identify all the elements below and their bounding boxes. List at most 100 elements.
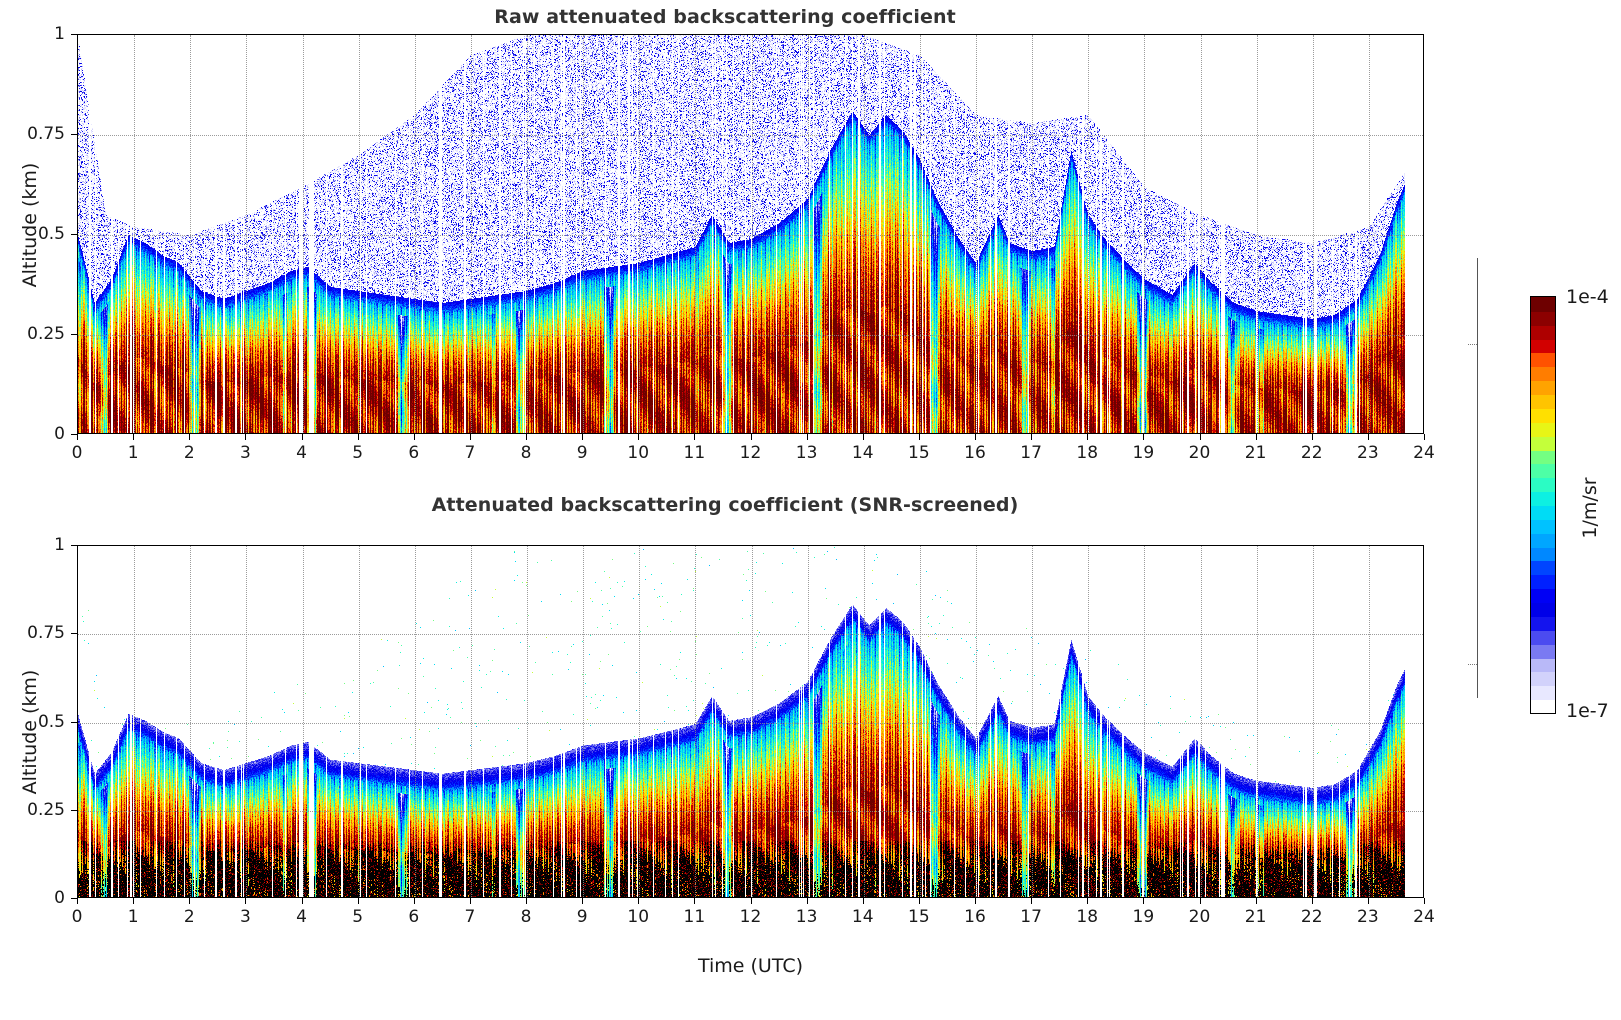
x-tick-label: 12 xyxy=(739,443,762,463)
y-tick xyxy=(71,721,77,723)
x-tick xyxy=(975,898,976,904)
x-tick xyxy=(133,434,135,440)
x-tick xyxy=(189,434,191,440)
x-tick-label: 9 xyxy=(576,443,588,463)
x-tick-label: 22 xyxy=(1300,907,1323,927)
y-tick xyxy=(71,34,77,35)
x-tick xyxy=(526,434,527,440)
x-tick xyxy=(1031,898,1033,904)
x-tick xyxy=(413,898,415,904)
x-tick xyxy=(918,434,920,440)
x-tick-label: 2 xyxy=(183,907,195,927)
x-tick xyxy=(189,898,191,904)
x-tick xyxy=(469,434,471,440)
x-tick-label: 13 xyxy=(795,907,818,927)
x-tick xyxy=(77,898,78,904)
x-tick-label: 23 xyxy=(1357,443,1379,463)
axes-snr xyxy=(77,545,1424,898)
x-tick xyxy=(918,898,920,904)
x-tick xyxy=(301,898,303,904)
y-tick-label: 0.75 xyxy=(27,124,65,144)
x-tick xyxy=(750,898,752,904)
x-tick xyxy=(582,434,584,440)
x-tick-label: 7 xyxy=(464,907,476,927)
x-tick-label: 8 xyxy=(520,907,532,927)
x-tick-label: 7 xyxy=(464,443,476,463)
x-tick-label: 19 xyxy=(1132,443,1155,463)
x-tick xyxy=(357,898,359,904)
x-tick-label: 24 xyxy=(1413,907,1435,927)
x-tick-label: 18 xyxy=(1076,443,1099,463)
y-tick-label: 0 xyxy=(54,424,65,444)
x-tick-label: 14 xyxy=(851,443,874,463)
colorbar-tick-min: 1e-7 xyxy=(1566,700,1609,722)
y-tick xyxy=(71,898,77,899)
x-tick-label: 22 xyxy=(1300,443,1323,463)
y-tick-label: 0.5 xyxy=(37,711,65,732)
x-tick-label: 0 xyxy=(71,907,83,927)
y-tick-label: 0.25 xyxy=(27,324,65,344)
x-tick xyxy=(245,898,247,904)
x-tick xyxy=(1199,434,1201,440)
x-tick xyxy=(1255,434,1257,440)
x-tick-label: 10 xyxy=(627,443,650,463)
colorbar-tick-max: 1e-4 xyxy=(1566,286,1609,308)
x-tick-label: 21 xyxy=(1244,907,1267,927)
x-tick xyxy=(1255,898,1257,904)
x-tick-label: 3 xyxy=(239,443,251,463)
x-tick-label: 11 xyxy=(683,443,706,463)
x-tick xyxy=(357,434,359,440)
x-tick xyxy=(806,898,808,904)
x-tick-label: 5 xyxy=(352,907,364,927)
x-tick xyxy=(806,434,808,440)
x-tick-label: 14 xyxy=(851,907,874,927)
x-tick xyxy=(1087,434,1089,440)
x-tick xyxy=(1311,898,1313,904)
colorbar-label: 1/m/sr xyxy=(1579,477,1601,539)
x-tick xyxy=(638,434,640,440)
panel-raw: Raw attenuated backscattering coefficien… xyxy=(0,0,1450,470)
x-tick xyxy=(750,434,752,440)
x-tick xyxy=(245,434,247,440)
y-tick-label: 0 xyxy=(54,888,65,908)
x-tick xyxy=(862,898,864,904)
panel-snr-title: Attenuated backscattering coefficient (S… xyxy=(431,494,1019,516)
x-tick-label: 12 xyxy=(739,907,762,927)
x-tick-label: 17 xyxy=(1020,907,1042,927)
x-tick xyxy=(638,898,640,904)
x-tick-label: 4 xyxy=(296,907,307,927)
x-tick-label: 17 xyxy=(1020,443,1042,463)
y-tick-label: 1 xyxy=(54,535,65,555)
colorbar-spine-tick-upper xyxy=(1468,344,1477,345)
y-tick xyxy=(71,234,77,235)
colorbar-spine-tick-lower xyxy=(1468,664,1477,665)
x-tick xyxy=(975,434,976,440)
x-tick-label: 20 xyxy=(1188,907,1211,927)
y-tick-label: 0.75 xyxy=(27,623,65,644)
x-tick-label: 6 xyxy=(408,443,420,463)
x-tick-label: 1 xyxy=(127,907,139,927)
x-tick-label: 8 xyxy=(520,443,532,463)
x-tick-label: 5 xyxy=(352,443,364,463)
x-tick-label: 6 xyxy=(408,907,420,927)
axes-raw xyxy=(77,34,1424,434)
x-tick xyxy=(1367,434,1369,440)
x-tick xyxy=(1424,434,1425,440)
x-tick-label: 11 xyxy=(683,907,706,927)
x-tick xyxy=(526,898,527,904)
x-tick xyxy=(1087,898,1089,904)
axis-label-x: Time (UTC) xyxy=(697,955,804,977)
x-tick xyxy=(133,898,135,904)
x-tick-label: 10 xyxy=(627,907,650,927)
colorbar[interactable] xyxy=(1530,296,1556,714)
x-tick xyxy=(1031,434,1033,440)
y-tick-label: 0.5 xyxy=(37,224,65,244)
y-tick-label: 0.25 xyxy=(27,799,65,820)
x-tick xyxy=(1311,434,1313,440)
x-tick xyxy=(413,434,415,440)
x-tick-label: 1 xyxy=(127,443,139,463)
y-tick xyxy=(71,434,77,435)
x-tick-label: 16 xyxy=(964,443,986,463)
x-tick-label: 15 xyxy=(908,443,930,463)
